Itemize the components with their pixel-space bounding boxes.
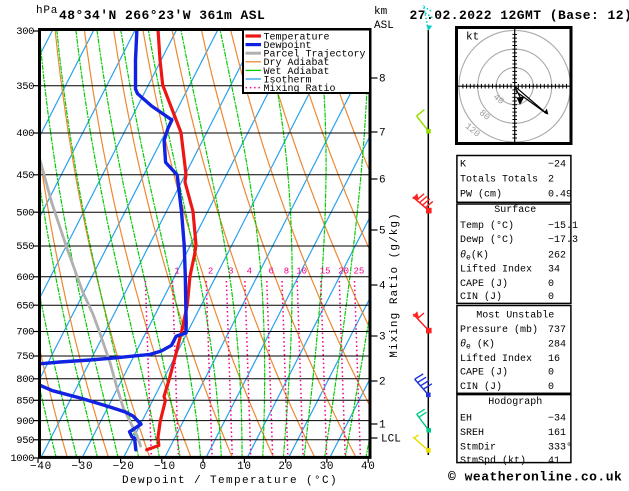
svg-text:CIN (J): CIN (J) xyxy=(460,381,502,393)
svg-text:−24: −24 xyxy=(548,159,566,170)
svg-text:750: 750 xyxy=(16,351,34,363)
svg-text:−20: −20 xyxy=(113,461,135,473)
svg-text:161: 161 xyxy=(548,428,566,439)
svg-text:41: 41 xyxy=(548,456,560,467)
svg-text:© weatheronline.co.uk: © weatheronline.co.uk xyxy=(448,470,622,485)
svg-text:CIN (J): CIN (J) xyxy=(460,291,502,303)
svg-text:30: 30 xyxy=(320,461,335,473)
svg-text:−15.1: −15.1 xyxy=(548,221,578,232)
svg-text:Dewp (°C): Dewp (°C) xyxy=(460,234,514,246)
svg-text:Hodograph: Hodograph xyxy=(488,396,542,408)
svg-text:40: 40 xyxy=(361,461,376,473)
svg-text:400: 400 xyxy=(16,128,34,140)
svg-text:450: 450 xyxy=(16,170,34,182)
svg-text:km: km xyxy=(374,6,388,18)
svg-text:Temp (°C): Temp (°C) xyxy=(460,220,514,232)
svg-text:700: 700 xyxy=(16,327,34,339)
svg-text:333°: 333° xyxy=(548,441,572,453)
svg-text:SREH: SREH xyxy=(460,428,484,439)
svg-text:θe (K): θe (K) xyxy=(460,338,495,351)
svg-text:CAPE (J): CAPE (J) xyxy=(460,367,508,379)
svg-text:−30: −30 xyxy=(71,461,93,473)
svg-text:−17.3: −17.3 xyxy=(548,235,578,246)
svg-text:2: 2 xyxy=(208,267,213,277)
svg-text:−10: −10 xyxy=(154,461,176,473)
svg-text:2: 2 xyxy=(548,174,554,185)
svg-text:Totals Totals: Totals Totals xyxy=(460,173,538,185)
svg-text:K: K xyxy=(460,159,466,170)
svg-text:0: 0 xyxy=(199,461,206,473)
svg-text:8: 8 xyxy=(284,267,289,277)
svg-text:Surface: Surface xyxy=(494,204,536,216)
svg-text:950: 950 xyxy=(16,435,34,447)
svg-text:Lifted Index: Lifted Index xyxy=(460,353,532,365)
svg-text:6: 6 xyxy=(379,175,386,187)
svg-text:650: 650 xyxy=(16,300,34,312)
svg-text:500: 500 xyxy=(16,207,34,219)
svg-text:Dewpoint / Temperature (°C): Dewpoint / Temperature (°C) xyxy=(122,475,338,486)
svg-text:4: 4 xyxy=(379,281,386,293)
svg-text:2: 2 xyxy=(379,377,386,389)
svg-text:0: 0 xyxy=(548,368,554,379)
svg-text:300: 300 xyxy=(16,26,34,38)
svg-text:Mixing Ratio: Mixing Ratio xyxy=(264,83,336,95)
svg-text:LCL: LCL xyxy=(381,434,401,446)
svg-text:5: 5 xyxy=(379,226,386,238)
svg-text:7: 7 xyxy=(379,128,386,140)
svg-text:1: 1 xyxy=(174,267,179,277)
svg-text:Pressure (mb): Pressure (mb) xyxy=(460,324,538,336)
svg-text:737: 737 xyxy=(548,325,566,336)
svg-text:1: 1 xyxy=(379,420,386,432)
svg-text:550: 550 xyxy=(16,241,34,253)
svg-text:0.49: 0.49 xyxy=(548,189,572,200)
svg-text:16: 16 xyxy=(548,354,560,365)
svg-text:10: 10 xyxy=(237,461,252,473)
svg-text:StmSpd (kt): StmSpd (kt) xyxy=(460,455,526,467)
svg-text:−40: −40 xyxy=(30,461,52,473)
svg-text:800: 800 xyxy=(16,374,34,386)
svg-text:20: 20 xyxy=(338,267,349,277)
svg-text:Mixing Ratio (g/kg): Mixing Ratio (g/kg) xyxy=(389,212,401,357)
svg-text:600: 600 xyxy=(16,272,34,284)
svg-text:27.02.2022 12GMT (Base: 12): 27.02.2022 12GMT (Base: 12) xyxy=(410,8,629,23)
svg-text:4: 4 xyxy=(247,267,252,277)
svg-text:15: 15 xyxy=(320,267,331,277)
svg-text:EH: EH xyxy=(460,414,472,425)
svg-text:0: 0 xyxy=(548,279,554,290)
svg-text:0: 0 xyxy=(548,292,554,303)
svg-text:34: 34 xyxy=(548,265,560,276)
svg-text:10: 10 xyxy=(296,267,307,277)
svg-text:900: 900 xyxy=(16,416,34,428)
svg-text:8: 8 xyxy=(379,74,386,86)
svg-text:0: 0 xyxy=(548,382,554,393)
svg-text:3: 3 xyxy=(379,332,386,344)
svg-text:PW (cm): PW (cm) xyxy=(460,188,502,200)
svg-text:Lifted Index: Lifted Index xyxy=(460,264,532,276)
svg-text:StmDir: StmDir xyxy=(460,441,496,453)
svg-text:θe(K): θe(K) xyxy=(460,250,489,263)
svg-text:hPa: hPa xyxy=(36,5,58,17)
svg-text:−34: −34 xyxy=(548,414,566,425)
svg-text:CAPE (J): CAPE (J) xyxy=(460,278,508,290)
svg-text:Most Unstable: Most Unstable xyxy=(476,309,554,321)
svg-text:48°34'N 266°23'W 361m ASL: 48°34'N 266°23'W 361m ASL xyxy=(59,8,265,23)
svg-text:850: 850 xyxy=(16,396,34,408)
svg-text:3: 3 xyxy=(228,267,233,277)
svg-text:350: 350 xyxy=(16,81,34,93)
svg-text:kt: kt xyxy=(466,32,479,44)
svg-text:ASL: ASL xyxy=(374,20,394,32)
svg-text:284: 284 xyxy=(548,339,566,350)
svg-text:20: 20 xyxy=(278,461,293,473)
svg-text:262: 262 xyxy=(548,251,566,262)
svg-text:6: 6 xyxy=(268,267,273,277)
svg-text:25: 25 xyxy=(353,267,364,277)
